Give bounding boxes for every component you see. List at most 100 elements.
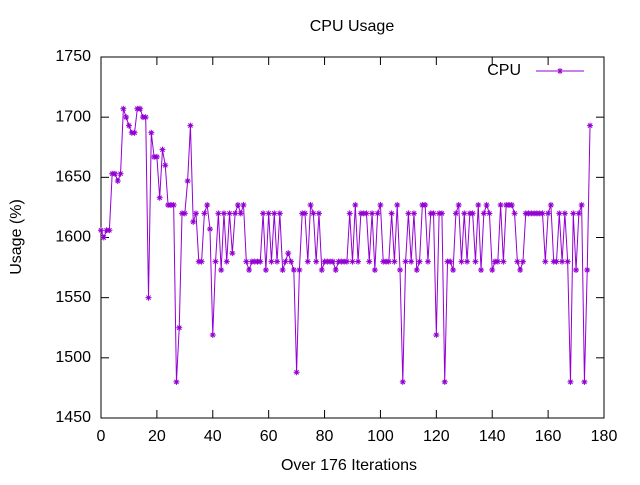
- data-point: [438, 210, 445, 217]
- data-point: [430, 210, 437, 217]
- data-point: [500, 258, 507, 265]
- data-point: [226, 210, 233, 217]
- data-point: [494, 258, 501, 265]
- data-point: [553, 258, 560, 265]
- x-axis-label: Over 176 Iterations: [281, 457, 417, 474]
- data-point: [193, 210, 200, 217]
- data-point: [296, 266, 303, 273]
- data-point: [478, 266, 485, 273]
- data-point: [117, 170, 124, 177]
- data-point: [483, 202, 490, 209]
- y-tick-label: 1750: [55, 48, 91, 65]
- data-point: [539, 210, 546, 217]
- x-tick-label: 60: [260, 428, 278, 445]
- data-point: [212, 258, 219, 265]
- data-point: [458, 258, 465, 265]
- data-point: [584, 266, 591, 273]
- data-point: [220, 210, 227, 217]
- y-tick-label: 1700: [55, 108, 91, 125]
- data-point: [556, 210, 563, 217]
- data-point: [349, 258, 356, 265]
- data-point: [170, 202, 177, 209]
- data-point: [274, 258, 281, 265]
- data-point: [424, 258, 431, 265]
- data-point: [125, 122, 132, 129]
- x-tick-label: 0: [97, 428, 106, 445]
- data-point: [559, 258, 566, 265]
- data-point: [315, 210, 322, 217]
- data-point: [519, 258, 526, 265]
- data-point: [156, 194, 163, 201]
- data-point: [232, 210, 239, 217]
- data-point: [237, 210, 244, 217]
- data-point: [293, 369, 300, 376]
- chart-title: CPU Usage: [310, 18, 395, 35]
- data-point: [366, 258, 373, 265]
- data-point: [388, 210, 395, 217]
- data-point: [276, 210, 283, 217]
- data-point: [176, 324, 183, 331]
- data-point: [413, 266, 420, 273]
- data-point: [204, 202, 211, 209]
- data-point: [570, 210, 577, 217]
- data-point: [363, 210, 370, 217]
- data-point: [318, 266, 325, 273]
- data-point: [547, 202, 554, 209]
- x-tick-label: 100: [367, 428, 394, 445]
- data-point: [246, 266, 253, 273]
- data-point: [433, 331, 440, 338]
- data-point: [497, 202, 504, 209]
- x-tick-label: 80: [316, 428, 334, 445]
- data-point: [148, 129, 155, 136]
- data-point: [450, 266, 457, 273]
- data-point: [262, 266, 269, 273]
- x-tick-label: 160: [535, 428, 562, 445]
- data-point: [564, 258, 571, 265]
- data-point: [332, 266, 339, 273]
- data-point: [215, 210, 222, 217]
- data-point: [464, 258, 471, 265]
- data-point: [578, 202, 585, 209]
- data-point: [307, 202, 314, 209]
- y-tick-label: 1550: [55, 289, 91, 306]
- data-point: [408, 258, 415, 265]
- data-point: [137, 105, 144, 112]
- data-point: [282, 258, 289, 265]
- data-point: [159, 146, 166, 153]
- data-point: [475, 202, 482, 209]
- data-point: [198, 258, 205, 265]
- data-point: [374, 210, 381, 217]
- data-point: [346, 210, 353, 217]
- data-point: [369, 210, 376, 217]
- x-tick-label: 140: [479, 428, 506, 445]
- legend-marker: [557, 68, 563, 74]
- data-point: [173, 378, 180, 385]
- data-point: [514, 258, 521, 265]
- data-point: [313, 258, 320, 265]
- y-axis-label: Usage (%): [8, 199, 25, 275]
- data-point: [581, 378, 588, 385]
- data-point: [355, 258, 362, 265]
- data-point: [352, 202, 359, 209]
- y-tick-label: 1450: [55, 409, 91, 426]
- data-point: [343, 258, 350, 265]
- data-point: [304, 258, 311, 265]
- data-point: [209, 331, 216, 338]
- data-point: [405, 210, 412, 217]
- data-point: [190, 218, 197, 225]
- data-point: [145, 294, 152, 301]
- data-point: [265, 210, 272, 217]
- data-point: [377, 202, 384, 209]
- data-point: [206, 226, 213, 233]
- data-point: [371, 266, 378, 273]
- data-point: [455, 202, 462, 209]
- data-point: [397, 266, 404, 273]
- data-point: [243, 258, 250, 265]
- data-point: [301, 210, 308, 217]
- x-tick-label: 120: [423, 428, 450, 445]
- data-point: [271, 210, 278, 217]
- data-point: [288, 258, 295, 265]
- data-point: [120, 105, 127, 112]
- data-point: [472, 258, 479, 265]
